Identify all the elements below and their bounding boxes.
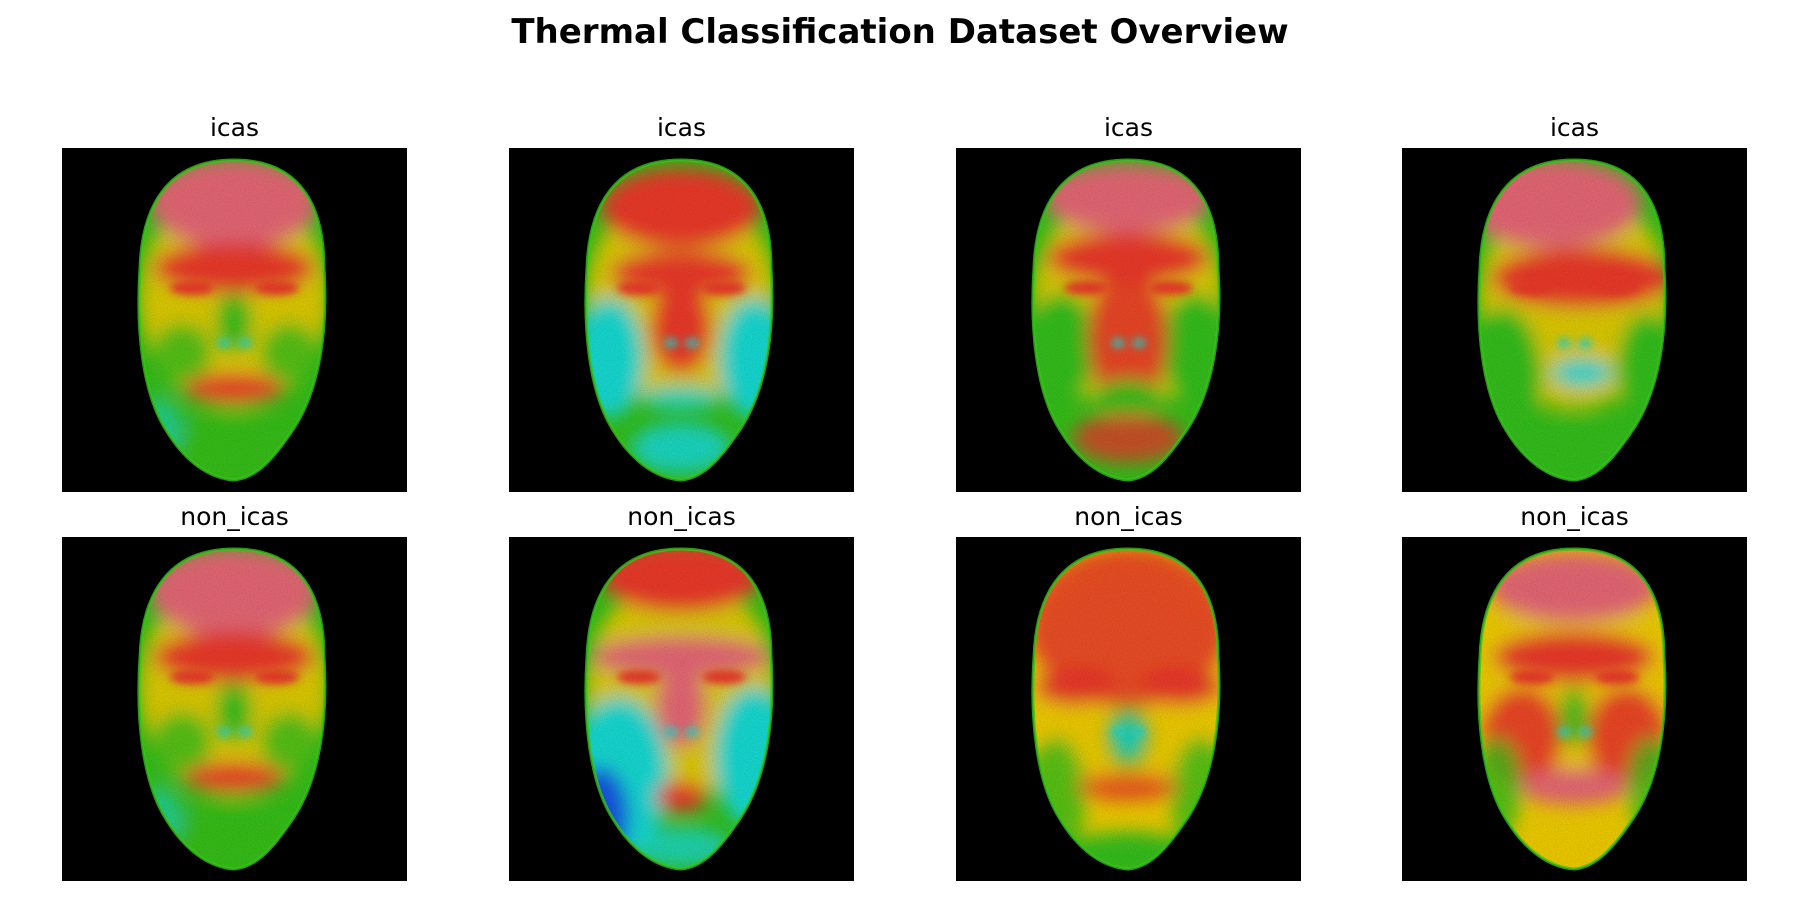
- thermal-face-image: [956, 537, 1301, 881]
- panel-label: non_icas: [627, 502, 736, 531]
- figure-title: Thermal Classification Dataset Overview: [511, 12, 1289, 52]
- panel-label: non_icas: [1520, 502, 1629, 531]
- panel-label: icas: [1103, 113, 1154, 142]
- thermal-face-image: [62, 148, 407, 492]
- panel-label: non_icas: [1074, 502, 1183, 531]
- thermal-face-image: [956, 148, 1301, 492]
- thermal-face-image: [509, 148, 854, 492]
- thermal-face-image: [62, 537, 407, 881]
- thermal-face-image: [509, 537, 854, 881]
- panel-label: icas: [209, 113, 260, 142]
- panel-label: icas: [1549, 113, 1600, 142]
- panel-label: non_icas: [180, 502, 289, 531]
- thermal-face-image: [1402, 148, 1747, 492]
- thermal-face-image: [1402, 537, 1747, 881]
- panel-label: icas: [656, 113, 707, 142]
